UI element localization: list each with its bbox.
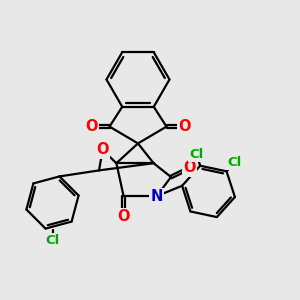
Text: O: O bbox=[183, 160, 196, 175]
Text: N: N bbox=[150, 189, 163, 204]
Text: O: O bbox=[178, 119, 191, 134]
Text: O: O bbox=[117, 209, 130, 224]
Text: O: O bbox=[85, 119, 98, 134]
Text: Cl: Cl bbox=[190, 148, 204, 161]
Text: O: O bbox=[96, 142, 109, 158]
Text: Cl: Cl bbox=[227, 156, 241, 170]
Text: Cl: Cl bbox=[45, 234, 60, 248]
